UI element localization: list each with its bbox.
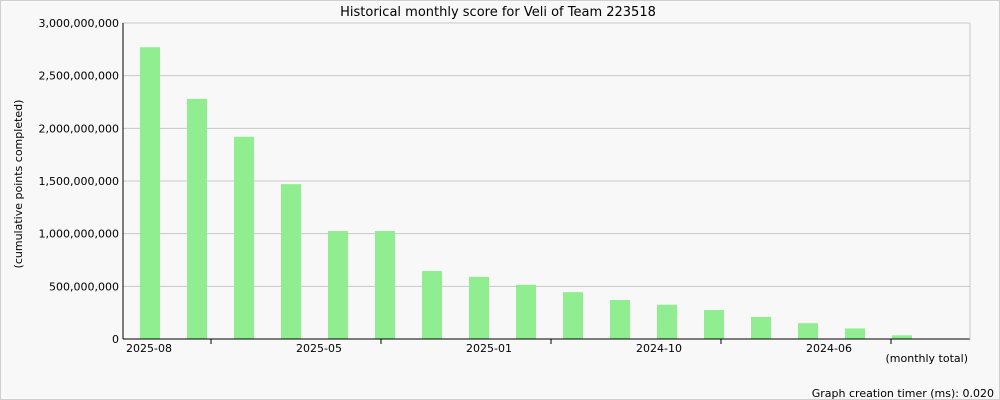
- bar: [657, 304, 677, 339]
- grid-lines: [123, 22, 970, 287]
- chart-title: Historical monthly score for Veli of Tea…: [340, 5, 656, 20]
- bar: [751, 316, 771, 339]
- bar: [704, 310, 724, 339]
- bar: [187, 98, 207, 339]
- bar: [563, 292, 583, 339]
- bar: [234, 136, 254, 339]
- y-tick-label: 1,500,000,000: [39, 175, 119, 188]
- y-tick-label: 3,000,000,000: [39, 17, 119, 30]
- bar: [328, 231, 348, 339]
- y-tick-label: 500,000,000: [49, 280, 119, 293]
- x-tick-label: 2025-01: [466, 342, 512, 355]
- y-tick-label: 2,000,000,000: [39, 122, 119, 135]
- bar: [422, 271, 442, 339]
- bar: [610, 300, 630, 339]
- bar: [281, 184, 301, 339]
- bar: [798, 323, 818, 339]
- bar: [892, 335, 912, 339]
- bar: [469, 276, 489, 339]
- x-axis-label: (monthly total): [886, 352, 969, 365]
- bar: [516, 284, 536, 339]
- y-axis-label: (cumulative points completed): [12, 100, 25, 269]
- bar: [845, 328, 865, 339]
- graph-timer-text: Graph creation timer (ms): 0.020: [812, 387, 994, 400]
- y-tick-label: 2,500,000,000: [39, 70, 119, 83]
- x-tick-label: 2024-06: [806, 342, 852, 355]
- bar: [140, 47, 160, 340]
- bars: [140, 47, 912, 340]
- x-tick-labels: 2025-08 2025-05 2025-01 2024-10 2024-06: [126, 339, 892, 355]
- x-tick-label: 2025-08: [126, 342, 172, 355]
- axes: [122, 23, 971, 340]
- bar: [375, 231, 395, 339]
- y-tick-label: 1,000,000,000: [39, 228, 119, 241]
- y-tick-labels: 0 500,000,000 1,000,000,000 1,500,000,000 2,…: [39, 17, 119, 346]
- x-tick-label: 2024-10: [636, 342, 682, 355]
- x-tick-label: 2025-05: [296, 342, 342, 355]
- y-tick-label: 0: [112, 333, 119, 346]
